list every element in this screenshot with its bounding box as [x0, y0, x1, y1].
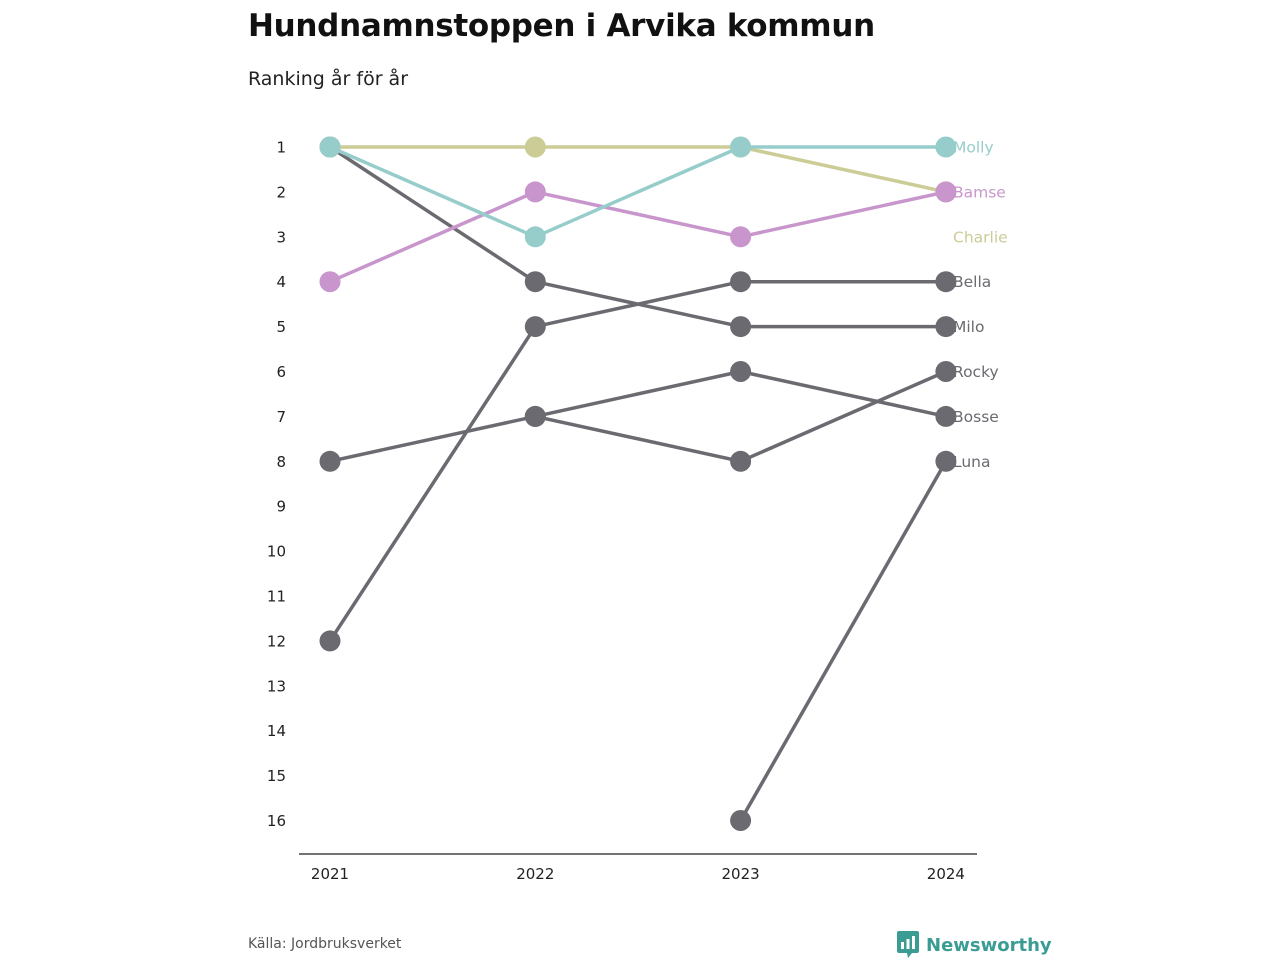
series-line-luna	[738, 459, 948, 823]
point-rocky	[935, 361, 957, 382]
point-charlie	[524, 136, 546, 158]
point-bosse	[319, 450, 341, 472]
series-label-milo: Milo	[953, 318, 984, 336]
y-tick-label: 11	[267, 588, 286, 606]
point-bosse	[935, 405, 957, 427]
point-molly	[730, 136, 752, 158]
point-bella	[319, 630, 341, 652]
y-tick-label: 5	[276, 318, 286, 336]
series-line-rocky	[533, 414, 743, 464]
point-bella	[935, 271, 957, 293]
x-tick-label: 2023	[722, 865, 760, 883]
series-points	[319, 136, 957, 831]
point-molly	[319, 136, 341, 158]
series-line-molly	[328, 145, 538, 239]
series-line-bamse	[738, 190, 948, 239]
series-line-bosse	[533, 369, 743, 419]
point-rocky	[524, 405, 546, 427]
source-note: Källa: Jordbruksverket	[248, 936, 402, 952]
series-line-bella	[328, 324, 538, 643]
point-milo	[524, 271, 546, 293]
series-labels: Milo Bella Bosse Rocky Luna Charlie Bamse Molly	[953, 139, 1008, 471]
point-luna	[935, 450, 957, 472]
x-tick-label: 2021	[311, 865, 349, 883]
y-tick-label: 3	[276, 228, 286, 246]
y-tick-label: 1	[276, 139, 286, 157]
series-lines	[328, 145, 948, 823]
point-luna	[730, 810, 752, 831]
point-bamse	[730, 226, 752, 248]
chart-subtitle: Ranking år för år	[248, 68, 409, 90]
point-molly	[935, 136, 957, 158]
y-tick-label: 7	[276, 408, 286, 426]
x-tick-label: 2022	[516, 865, 554, 883]
chart-title: Hundnamnstoppen i Arvika kommun	[248, 8, 875, 44]
series-line-milo	[328, 145, 538, 284]
series-line-molly	[533, 145, 743, 239]
y-tick-label: 4	[276, 273, 286, 291]
series-line-bamse	[328, 190, 538, 284]
series-line-rocky	[738, 369, 948, 464]
brand-name: Newsworthy	[926, 934, 1052, 956]
point-bamse	[319, 271, 341, 293]
series-label-luna: Luna	[953, 453, 991, 471]
point-bamse	[524, 181, 546, 203]
point-rocky	[730, 450, 752, 472]
point-bamse	[935, 181, 957, 203]
x-axis: 2021 2022 2023 2024	[299, 853, 977, 883]
series-line-bamse	[533, 190, 743, 239]
series-label-bosse: Bosse	[953, 408, 999, 426]
point-bella	[524, 316, 546, 338]
y-tick-label: 10	[267, 543, 286, 561]
y-tick-label: 15	[267, 767, 286, 785]
brand-logo[interactable]: Newsworthy	[897, 931, 1052, 959]
series-label-rocky: Rocky	[953, 363, 999, 381]
y-tick-label: 8	[276, 453, 286, 471]
point-bosse	[730, 361, 752, 382]
series-line-bella	[533, 279, 743, 329]
series-label-bella: Bella	[953, 273, 991, 291]
point-milo	[935, 316, 957, 338]
series-label-molly: Molly	[953, 139, 994, 157]
series-line-charlie	[738, 145, 948, 194]
y-tick-label: 6	[276, 363, 286, 381]
x-tick-label: 2024	[927, 865, 965, 883]
series-label-bamse: Bamse	[953, 183, 1006, 201]
y-tick-label: 2	[276, 183, 286, 201]
y-tick-label: 12	[267, 632, 286, 650]
point-milo	[730, 316, 752, 338]
y-tick-label: 16	[267, 812, 286, 830]
y-tick-label: 9	[276, 498, 286, 516]
y-tick-label: 14	[267, 722, 286, 740]
series-label-charlie: Charlie	[953, 228, 1008, 246]
series-line-bosse	[328, 414, 538, 464]
y-tick-label: 13	[267, 677, 286, 695]
point-bella	[730, 271, 752, 293]
series-line-bosse	[738, 369, 948, 419]
bar-chart-icon	[897, 931, 919, 958]
point-molly	[524, 226, 546, 248]
